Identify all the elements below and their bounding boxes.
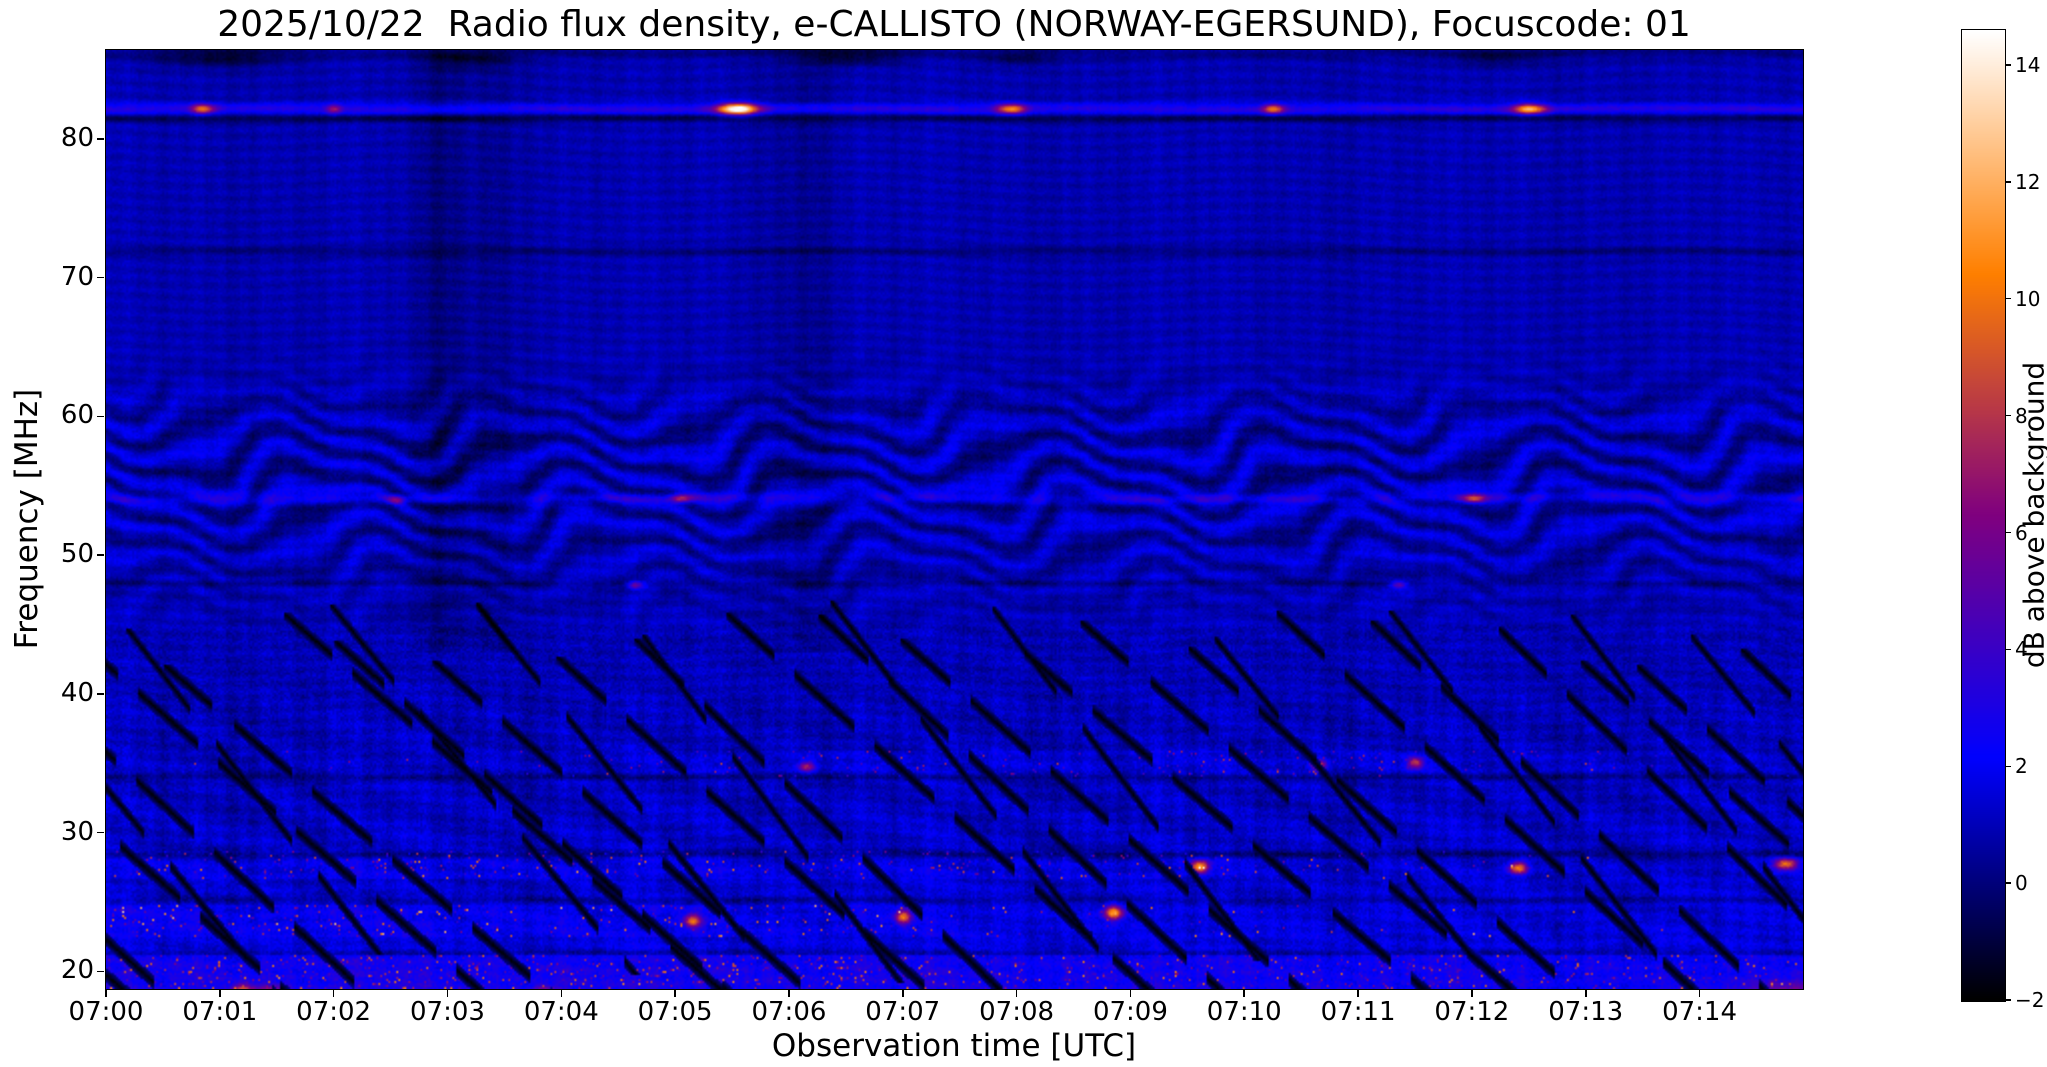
colorbar-tick-mark [2005,414,2011,417]
y-tick-label: 50 [60,539,94,570]
x-tick-mark [1698,990,1701,997]
y-tick-mark [97,415,104,418]
colorbar-tick-label: 4 [2015,637,2028,662]
spectrogram-canvas [105,49,1803,989]
x-tick-mark [560,990,563,997]
colorbar-canvas [1961,29,2005,1001]
x-tick-mark [1471,990,1473,997]
x-tick-label: 07:11 [1320,997,1396,1027]
x-tick-mark [446,990,449,997]
colorbar-tick-mark [2005,648,2011,651]
colorbar-tick-label: 12 [2015,169,2041,194]
x-tick-mark [219,990,221,997]
colorbar [1960,28,2006,1002]
y-tick-mark [97,831,104,834]
y-tick-mark [97,970,104,973]
plot-area [104,48,1804,990]
colorbar-tick-label: 0 [2015,871,2028,896]
x-tick-mark [332,990,335,997]
colorbar-tick-label: 8 [2015,403,2028,428]
y-tick-mark [97,554,104,556]
x-tick-mark [901,990,904,997]
colorbar-tick-mark [2005,765,2011,767]
x-tick-label: 07:10 [1206,997,1282,1027]
x-tick-mark [1243,990,1246,997]
colorbar-tick-mark [2005,882,2011,884]
x-tick-label: 07:01 [182,997,258,1027]
y-tick-label: 60 [60,400,94,431]
x-tick-mark [1357,990,1359,997]
x-tick-label: 07:02 [296,997,372,1027]
x-tick-label: 07:12 [1434,997,1510,1027]
x-tick-label: 07:14 [1662,997,1738,1027]
colorbar-tick-mark [2005,64,2011,66]
plot-title: 2025/10/22 Radio flux density, e-CALLIST… [217,4,1691,45]
colorbar-tick-label: 6 [2015,520,2028,545]
x-tick-label: 07:13 [1548,997,1624,1027]
x-tick-mark [788,990,790,997]
colorbar-tick-label: 14 [2015,53,2041,78]
colorbar-tick-label: 2 [2015,754,2028,779]
x-tick-label: 07:06 [751,997,827,1027]
colorbar-tick-label: −2 [2015,988,2045,1012]
y-tick-label: 40 [60,677,94,708]
y-tick-label: 30 [60,816,94,847]
x-axis-label: Observation time [UTC] [771,1028,1137,1064]
y-tick-label: 70 [60,261,94,292]
y-tick-mark [97,276,104,279]
x-tick-mark [1129,990,1132,997]
colorbar-tick-mark [2005,999,2011,1001]
x-tick-label: 07:08 [979,997,1055,1027]
x-tick-label: 07:04 [523,997,599,1027]
x-tick-label: 07:09 [1092,997,1168,1027]
colorbar-tick-mark [2005,298,2011,300]
x-tick-label: 07:03 [410,997,485,1027]
x-tick-mark [1015,990,1018,997]
x-tick-label: 07:07 [865,997,941,1027]
y-tick-mark [97,693,104,695]
colorbar-tick-mark [2005,181,2011,183]
x-tick-label: 07:00 [68,997,144,1027]
colorbar-tick-mark [2005,531,2011,534]
y-tick-label: 80 [60,122,94,153]
y-tick-label: 20 [60,955,94,986]
x-tick-mark [105,990,107,997]
y-tick-mark [97,138,104,140]
x-tick-mark [674,990,676,997]
x-tick-mark [1584,990,1587,997]
x-tick-label: 07:05 [637,997,713,1027]
colorbar-tick-label: 10 [2015,286,2041,311]
